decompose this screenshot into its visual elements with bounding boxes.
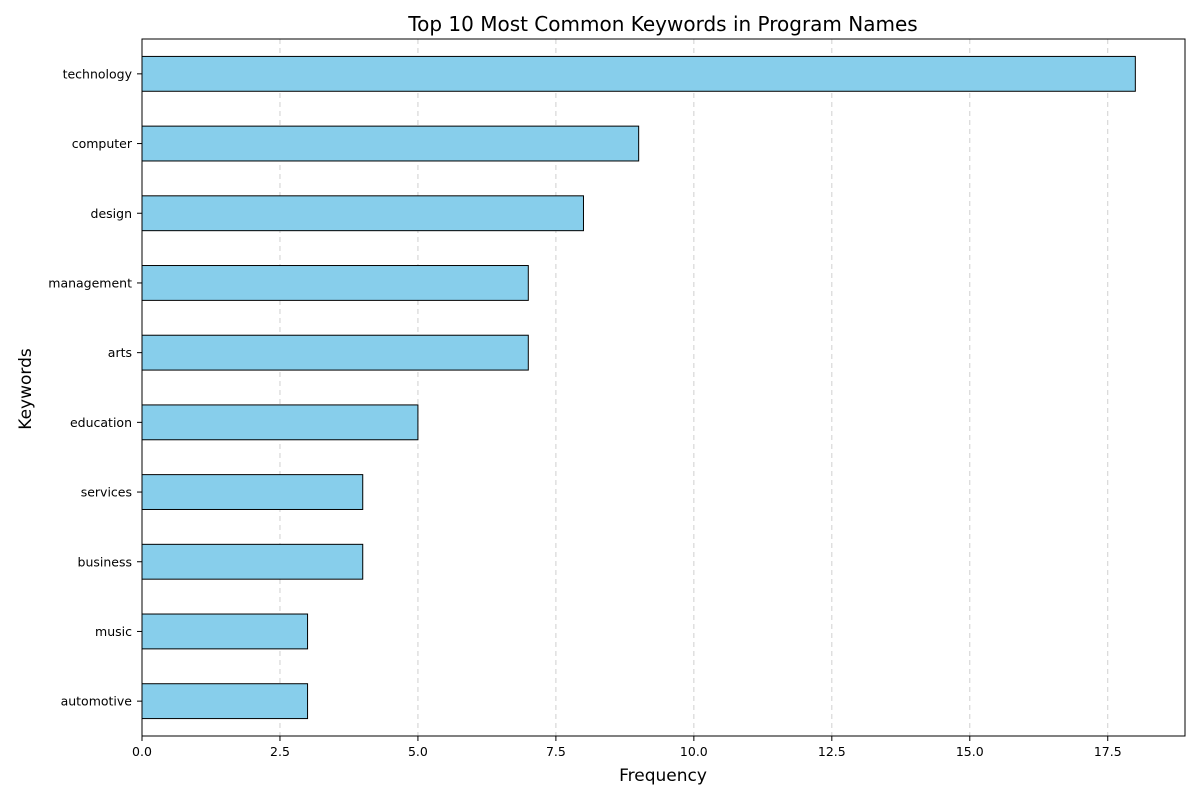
y-tick-label-arts: arts	[108, 345, 132, 360]
y-tick-label-education: education	[70, 415, 132, 430]
y-axis-ticks: technology computer design management arts ed…	[48, 66, 142, 709]
y-tick-label-computer: computer	[72, 136, 133, 151]
bar-music	[141, 613, 309, 650]
x-tick-label: 0.0	[132, 744, 152, 759]
chart-title: Top 10 Most Common Keywords in Program N…	[407, 12, 917, 36]
bars	[141, 55, 1136, 720]
bar-technology	[141, 55, 1136, 92]
y-tick-label-management: management	[48, 275, 132, 290]
bar-business	[141, 543, 364, 580]
bar-design	[141, 195, 584, 232]
bar-services	[141, 474, 364, 510]
x-tick-label: 17.5	[1094, 744, 1122, 759]
y-tick-label-business: business	[78, 554, 132, 569]
x-tick-label: 2.5	[270, 744, 290, 759]
bar-arts	[141, 334, 529, 371]
bar-management	[141, 265, 529, 301]
x-tick-label: 12.5	[818, 744, 846, 759]
x-axis-title: Frequency	[619, 766, 707, 786]
x-tick-label: 7.5	[546, 744, 566, 759]
y-tick-label-automotive: automotive	[61, 694, 133, 709]
y-tick-label-design: design	[91, 206, 132, 221]
y-axis-title: Keywords	[16, 348, 36, 430]
x-axis-ticks: 0.0 2.5 5.0 7.5 10.0 12.5 15.0 17.5	[132, 736, 1122, 759]
x-tick-label: 10.0	[680, 744, 708, 759]
y-tick-label-technology: technology	[63, 66, 133, 81]
bar-computer	[141, 125, 640, 162]
bar-automotive	[141, 683, 309, 720]
bar-education	[141, 404, 419, 441]
x-tick-label: 15.0	[956, 744, 984, 759]
x-tick-label: 5.0	[408, 744, 428, 759]
y-tick-label-services: services	[81, 485, 132, 500]
plot-area-frame	[141, 38, 1186, 737]
y-tick-label-music: music	[95, 624, 132, 639]
